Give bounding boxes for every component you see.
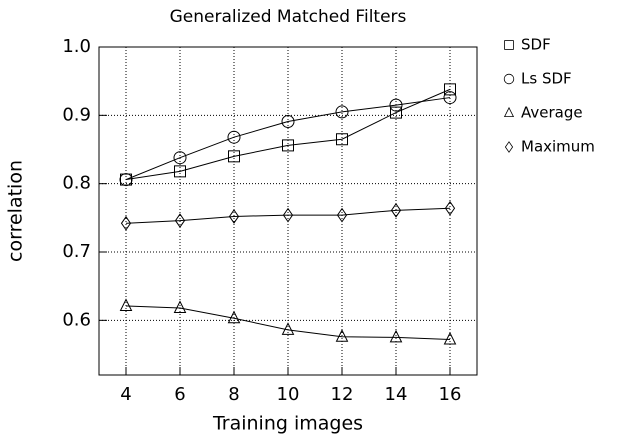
y-tick-label: 0.9 [62, 104, 91, 125]
legend-marker [504, 141, 514, 153]
x-tick-label: 14 [385, 384, 408, 405]
x-tick-label: 8 [228, 384, 239, 405]
x-tick-label: 16 [439, 384, 462, 405]
point-marker [335, 105, 349, 119]
x-tick-label: 10 [277, 384, 300, 405]
point-marker [444, 200, 456, 216]
y-axis-label: correlation [5, 160, 27, 262]
point-marker [336, 207, 348, 223]
point-marker [173, 151, 187, 165]
series-line [125, 97, 451, 181]
point-marker [282, 207, 294, 223]
x-tick-label: 12 [331, 384, 354, 405]
point-marker [336, 133, 348, 146]
point-marker [282, 139, 294, 152]
point-marker [335, 329, 349, 342]
x-tick-label: 6 [174, 384, 185, 405]
legend-label: Maximum [521, 138, 595, 156]
chart-title: Generalized Matched Filters [170, 7, 407, 27]
point-marker [281, 114, 295, 128]
point-marker [281, 322, 295, 335]
point-marker [173, 300, 187, 314]
y-tick-label: 0.7 [62, 241, 91, 262]
point-marker [227, 310, 241, 324]
point-marker [443, 91, 457, 105]
y-tick-label: 1.0 [62, 36, 91, 57]
point-marker [228, 209, 240, 224]
legend-marker [503, 73, 515, 85]
point-marker [228, 150, 240, 163]
point-marker [389, 329, 403, 343]
legend-label: SDF [521, 36, 551, 54]
series-line [125, 88, 451, 181]
legend-label: Average [521, 104, 583, 122]
point-marker [389, 98, 403, 112]
series-line [125, 207, 451, 224]
point-marker [119, 298, 133, 311]
y-tick-label: 0.8 [62, 173, 91, 194]
series-line [125, 305, 451, 340]
point-marker [174, 213, 186, 228]
point-marker [443, 331, 457, 345]
point-marker [444, 83, 456, 96]
point-marker [119, 173, 133, 187]
legend-marker [504, 40, 514, 50]
point-marker [174, 165, 186, 178]
x-axis-label: Training images [212, 413, 363, 435]
x-tick-label: 4 [120, 384, 131, 405]
point-marker [390, 106, 402, 119]
point-marker [227, 130, 241, 144]
legend-marker [503, 106, 515, 117]
point-marker [390, 202, 402, 218]
point-marker [120, 215, 132, 231]
legend-label: Ls SDF [521, 70, 572, 88]
plot-frame [98, 46, 478, 376]
y-tick-label: 0.6 [62, 309, 91, 330]
